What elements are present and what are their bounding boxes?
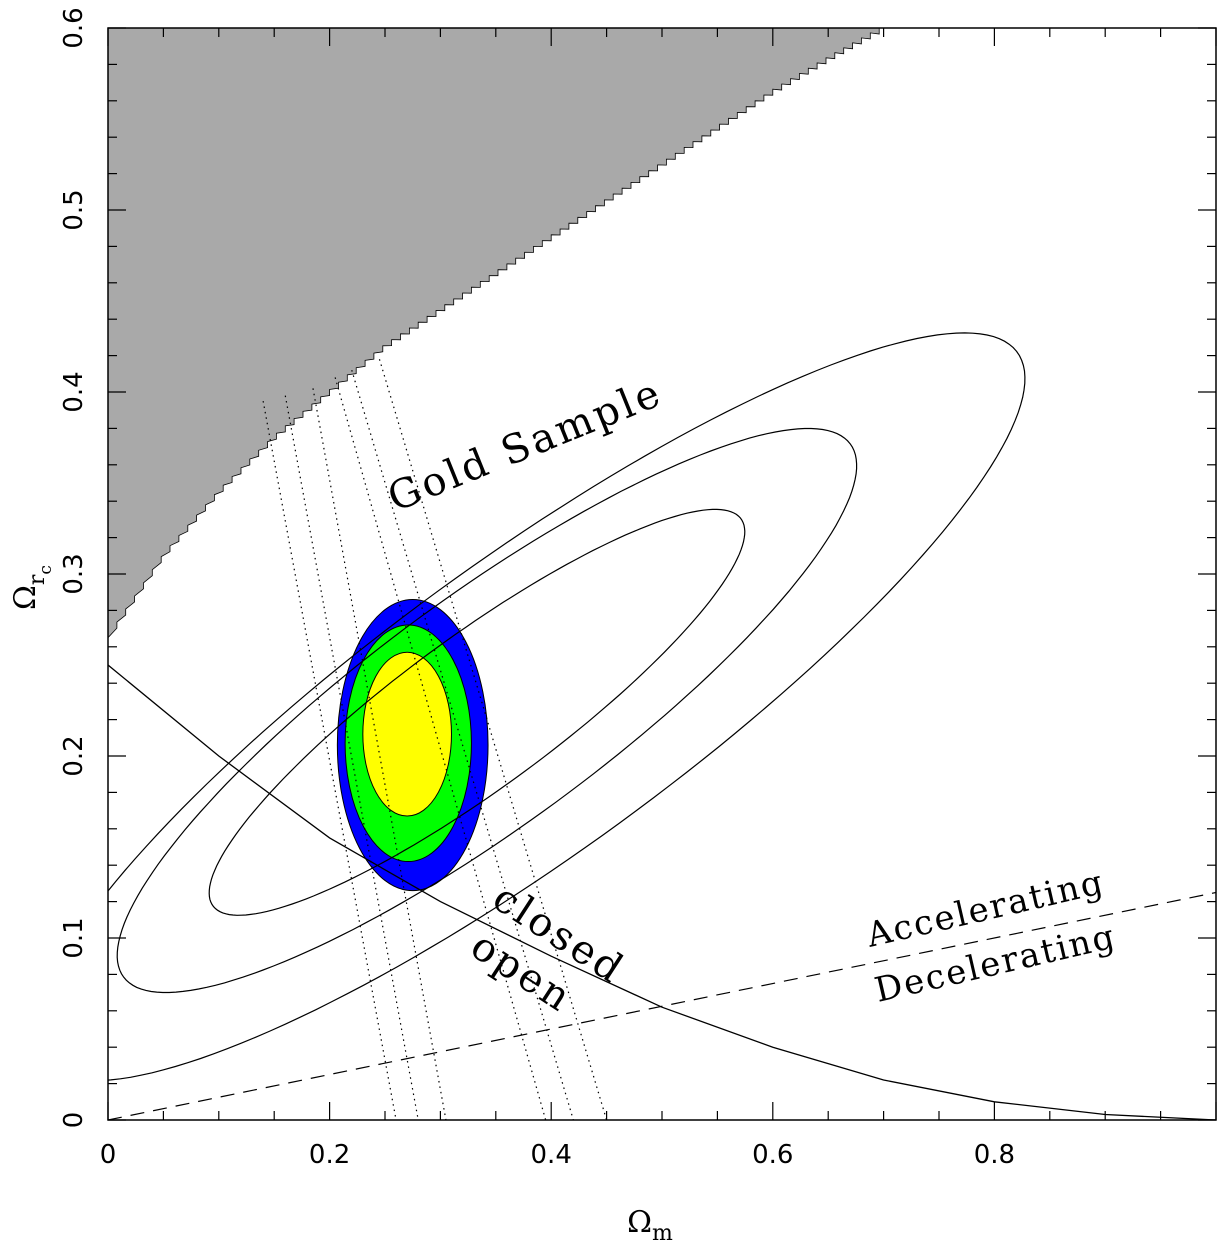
excluded-region [108,28,884,639]
dotted-band-line [351,369,574,1120]
x-axis-label: Ωm [627,1205,673,1246]
y-tick-label: 0.1 [59,917,89,958]
x-tick-label: 0.6 [752,1140,793,1170]
x-tick-labels: 0 0.2 0.4 0.6 0.8 [100,1140,1015,1170]
dotted-bands [262,359,608,1120]
dotted-band-line [262,400,397,1120]
dotted-band-line [334,377,547,1120]
y-tick-label: 0.6 [59,7,89,48]
y-tick-label: 0.2 [59,735,89,776]
y-tick-label: 0.4 [59,371,89,412]
y-tick-label: 0.3 [59,553,89,594]
y-tick-label: 0 [59,1112,89,1129]
svg-text:Ωrc: Ωrc [8,565,56,610]
axis-ticks [107,27,1217,1121]
y-tick-labels: 0 0.1 0.2 0.3 0.4 0.5 0.6 [59,7,89,1128]
combined-1-sigma [362,651,452,817]
x-tick-label: 0 [100,1140,117,1170]
flat-universe-curve [108,664,1216,1120]
dotted-band-line [378,359,608,1120]
y-tick-label: 0.5 [59,189,89,230]
x-tick-label: 0.2 [309,1140,350,1170]
gold-sample-label: Gold Sample [382,369,669,521]
x-tick-label: 0.8 [974,1140,1015,1170]
gold-sample-contour-3-sigma [108,332,1026,1081]
plot-area [108,28,1216,1120]
gold-sample-contour-1-sigma [208,508,746,916]
gold-sample-contours [108,332,1026,1081]
y-axis-label: Ωrc [8,565,56,610]
gold-sample-contour-2-sigma [116,427,858,994]
x-tick-label: 0.4 [531,1140,572,1170]
acceleration-line [108,891,1216,1120]
combined-contours [336,598,489,892]
